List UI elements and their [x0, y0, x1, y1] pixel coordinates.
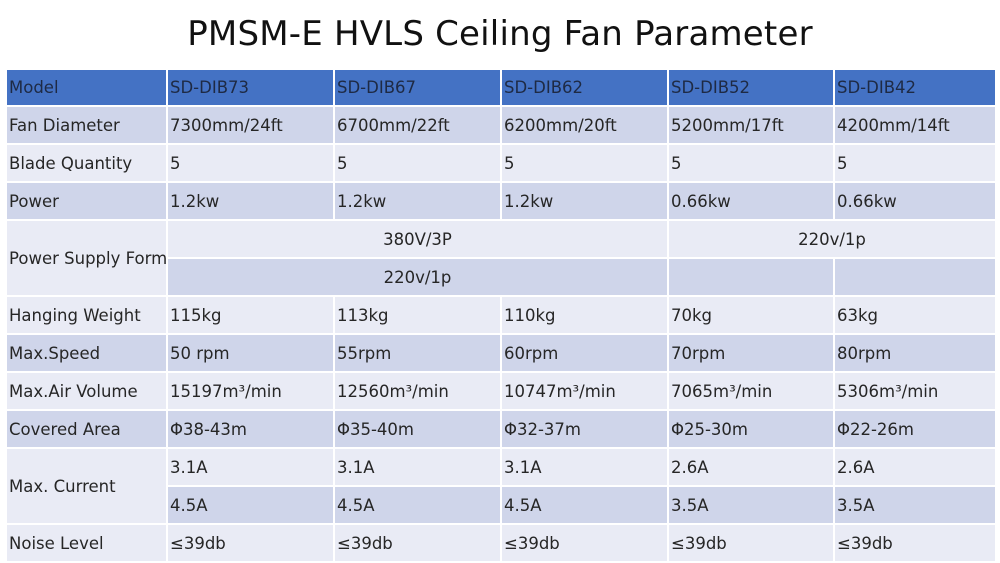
table-cell: 220v/1p — [166, 257, 669, 297]
row-label: Hanging Weight — [5, 295, 168, 335]
table-cell: ≤39db — [833, 523, 997, 563]
table-cell: 1.2kw — [500, 181, 669, 221]
table-cell: 5 — [833, 143, 997, 183]
table-cell: 5 — [166, 143, 335, 183]
row-label: Noise Level — [5, 523, 168, 563]
table-row-max-current-1: Max. Current 3.1A 3.1A 3.1A 2.6A 2.6A — [5, 447, 997, 525]
row-label: Power — [5, 181, 168, 221]
table-cell: 380V/3P — [166, 219, 669, 259]
table-cell: 0.66kw — [667, 181, 835, 221]
table-cell: 63kg — [833, 295, 997, 335]
table-cell: 7300mm/24ft — [166, 105, 335, 145]
parameter-table: Model SD-DIB73 SD-DIB67 SD-DIB62 SD-DIB5… — [5, 68, 997, 563]
table-cell: 1.2kw — [333, 181, 502, 221]
table-cell: 5 — [500, 143, 669, 183]
table-cell: Φ32-37m — [500, 409, 669, 449]
table-row-power-supply-1: Power Supply Form 380V/3P 220v/1p — [5, 219, 997, 297]
table-cell: 50 rpm — [166, 333, 335, 373]
table-cell: 3.1A — [333, 447, 502, 487]
table-row-noise-level: Noise Level ≤39db ≤39db ≤39db ≤39db ≤39d… — [5, 523, 997, 563]
table-cell: 6200mm/20ft — [500, 105, 669, 145]
table-cell: 70kg — [667, 295, 835, 335]
table-cell: 220v/1p — [667, 219, 997, 259]
table-cell — [833, 257, 997, 297]
table-row-covered-area: Covered Area Φ38-43m Φ35-40m Φ32-37m Φ25… — [5, 409, 997, 449]
table-cell: 7065m³/min — [667, 371, 835, 411]
table-cell: 5 — [667, 143, 835, 183]
table-row-max-air-volume: Max.Air Volume 15197m³/min 12560m³/min 1… — [5, 371, 997, 411]
table-cell: 70rpm — [667, 333, 835, 373]
row-label: Power Supply Form — [5, 219, 168, 297]
table-cell: 115kg — [166, 295, 335, 335]
table-row-hanging-weight: Hanging Weight 115kg 113kg 110kg 70kg 63… — [5, 295, 997, 335]
table-cell: 0.66kw — [833, 181, 997, 221]
table-cell: 3.5A — [833, 485, 997, 525]
model-header: SD-DIB52 — [667, 68, 835, 107]
table-cell: ≤39db — [667, 523, 835, 563]
table-cell: 55rpm — [333, 333, 502, 373]
table-cell: Φ38-43m — [166, 409, 335, 449]
table-cell: Φ25-30m — [667, 409, 835, 449]
model-header: SD-DIB42 — [833, 68, 997, 107]
row-label: Covered Area — [5, 409, 168, 449]
table-row-power-supply-2: 220v/1p — [6, 257, 997, 297]
table-row-max-current-2: 4.5A 4.5A 4.5A 3.5A 3.5A — [6, 485, 997, 525]
table-cell: 60rpm — [500, 333, 669, 373]
table-row-fan-diameter: Fan Diameter 7300mm/24ft 6700mm/22ft 620… — [5, 105, 997, 145]
row-label: Fan Diameter — [5, 105, 168, 145]
row-label: Max.Speed — [5, 333, 168, 373]
table-cell: 3.1A — [166, 447, 335, 487]
header-label: Model — [5, 68, 168, 107]
table-cell: 2.6A — [833, 447, 997, 487]
table-cell: 12560m³/min — [333, 371, 502, 411]
table-cell: 4.5A — [166, 485, 335, 525]
table-cell: ≤39db — [333, 523, 502, 563]
table-cell: 1.2kw — [166, 181, 335, 221]
table-cell: 5200mm/17ft — [667, 105, 835, 145]
table-cell: 80rpm — [833, 333, 997, 373]
table-cell: ≤39db — [500, 523, 669, 563]
table-cell: ≤39db — [166, 523, 335, 563]
table-cell: 2.6A — [667, 447, 835, 487]
table-cell: 15197m³/min — [166, 371, 335, 411]
table-cell: 4.5A — [333, 485, 502, 525]
table-row-max-speed: Max.Speed 50 rpm 55rpm 60rpm 70rpm 80rpm — [5, 333, 997, 373]
table-cell: Φ22-26m — [833, 409, 997, 449]
model-header: SD-DIB62 — [500, 68, 669, 107]
model-header: SD-DIB73 — [166, 68, 335, 107]
table-cell — [667, 257, 835, 297]
table-cell: 4200mm/14ft — [833, 105, 997, 145]
table-cell: 113kg — [333, 295, 502, 335]
table-cell: 3.1A — [500, 447, 669, 487]
table-row-blade-quantity: Blade Quantity 5 5 5 5 5 — [5, 143, 997, 183]
table-cell: 10747m³/min — [500, 371, 669, 411]
table-cell: 5 — [333, 143, 502, 183]
table-row-power: Power 1.2kw 1.2kw 1.2kw 0.66kw 0.66kw — [5, 181, 997, 221]
table-header-row: Model SD-DIB73 SD-DIB67 SD-DIB62 SD-DIB5… — [5, 68, 997, 107]
table-cell: 4.5A — [500, 485, 669, 525]
table-cell: 6700mm/22ft — [333, 105, 502, 145]
model-header: SD-DIB67 — [333, 68, 502, 107]
table-cell: 3.5A — [667, 485, 835, 525]
row-label: Blade Quantity — [5, 143, 168, 183]
table-cell: 110kg — [500, 295, 669, 335]
table-cell: Φ35-40m — [333, 409, 502, 449]
row-label: Max.Air Volume — [5, 371, 168, 411]
row-label: Max. Current — [5, 447, 168, 525]
table-cell: 5306m³/min — [833, 371, 997, 411]
page-title: PMSM-E HVLS Ceiling Fan Parameter — [187, 14, 813, 54]
